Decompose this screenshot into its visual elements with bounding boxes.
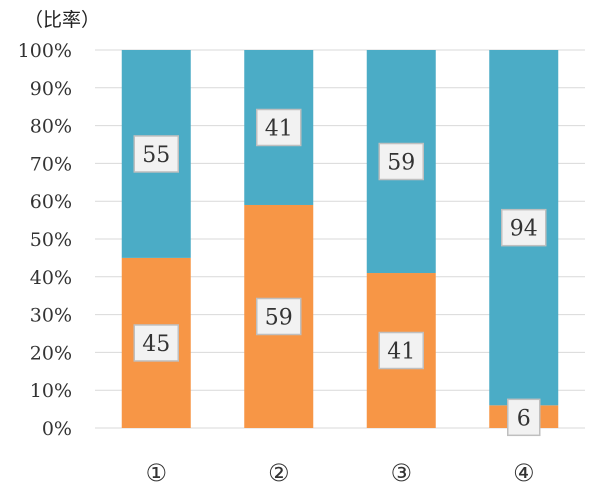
data-label: 59	[387, 151, 415, 176]
data-label: 6	[517, 406, 531, 431]
data-label-box	[256, 108, 302, 147]
y-tick-label: 90%	[30, 78, 72, 100]
x-tick-label: ④	[513, 459, 535, 487]
data-labels: 45 55 59 41 41 59 6 94	[133, 108, 547, 437]
x-tick-label: ②	[268, 459, 290, 487]
y-tick-label: 30%	[30, 305, 72, 327]
data-label: 55	[142, 143, 170, 168]
data-label: 45	[142, 332, 170, 357]
data-label-box	[256, 297, 302, 336]
y-tick-label: 0%	[42, 418, 72, 440]
y-tick-label: 40%	[30, 267, 72, 289]
y-tick-label: 60%	[30, 191, 72, 213]
y-axis-label: （比率）	[24, 9, 100, 31]
data-label-box	[501, 208, 547, 247]
data-label-box	[133, 324, 179, 362]
y-tick-label: 80%	[30, 116, 72, 138]
x-tick-label: ①	[145, 459, 167, 487]
y-tick-label: 20%	[30, 342, 72, 364]
data-label-box	[378, 331, 424, 370]
y-tick-label: 100%	[18, 40, 72, 62]
y-tick-labels: 0% 10% 20% 30% 40% 50% 60% 70% 80% 90% 100%	[18, 40, 72, 440]
data-label-box	[133, 135, 179, 173]
y-tick-label: 10%	[30, 380, 72, 402]
y-tick-label: 70%	[30, 153, 72, 175]
data-label: 41	[387, 340, 415, 365]
data-label: 41	[265, 116, 293, 141]
data-label-box	[378, 142, 424, 181]
data-label-box	[507, 398, 541, 437]
x-tick-label: ③	[390, 459, 412, 487]
y-tick-label: 50%	[30, 229, 72, 251]
data-label: 59	[265, 305, 293, 330]
data-label: 94	[510, 217, 538, 242]
x-tick-labels: ① ② ③ ④	[145, 459, 534, 487]
